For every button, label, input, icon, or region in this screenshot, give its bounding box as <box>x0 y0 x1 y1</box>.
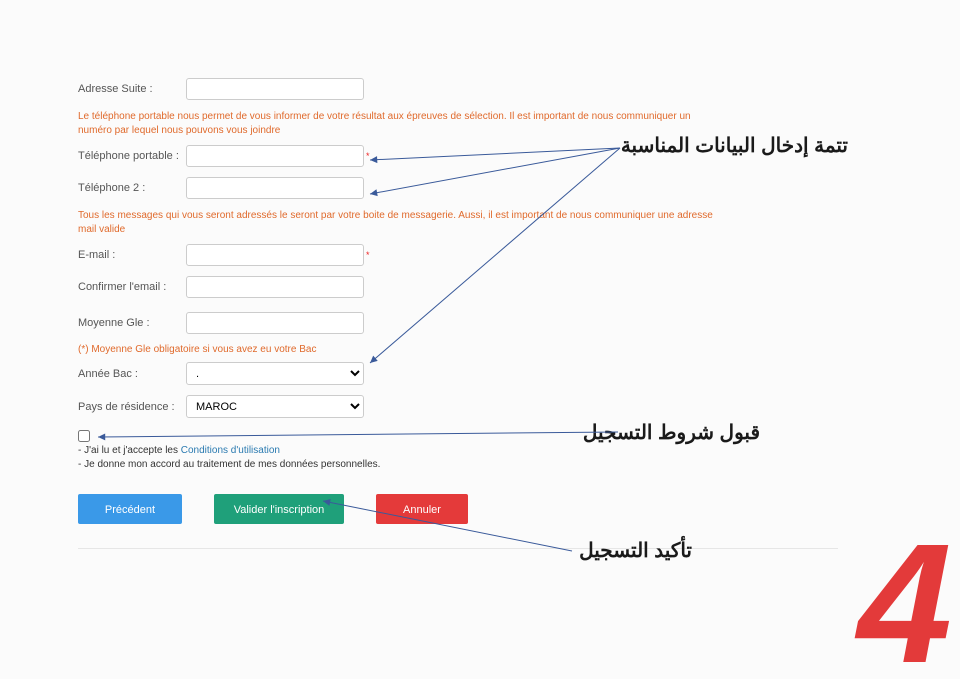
tel2-input[interactable] <box>186 177 364 199</box>
step-number: 4 <box>857 519 942 679</box>
row-pays: Pays de résidence : MAROC <box>78 395 878 418</box>
previous-button[interactable]: Précédent <box>78 494 182 524</box>
cancel-button[interactable]: Annuler <box>376 494 468 524</box>
moyenne-note: (*) Moyenne Gle obligatoire si vous avez… <box>78 344 878 355</box>
moyenne-label: Moyenne Gle : <box>78 317 186 329</box>
terms-line2-text: - Je donne mon accord au traitement de m… <box>78 459 380 470</box>
row-moyenne: Moyenne Gle : <box>78 312 878 334</box>
moyenne-input[interactable] <box>186 312 364 334</box>
terms-link[interactable]: Conditions d'utilisation <box>181 445 280 456</box>
email-note: Tous les messages qui vous seront adress… <box>78 209 718 236</box>
required-star-icon: * <box>366 250 370 260</box>
tel2-label: Téléphone 2 : <box>78 182 186 194</box>
required-star-icon: * <box>366 151 370 161</box>
validate-button[interactable]: Valider l'inscription <box>214 494 344 524</box>
pays-select[interactable]: MAROC <box>186 395 364 418</box>
button-row: Précédent Valider l'inscription Annuler <box>78 494 878 524</box>
row-adresse-suite: Adresse Suite : <box>78 78 878 100</box>
confirm-email-label: Confirmer l'email : <box>78 281 186 293</box>
row-tel2: Téléphone 2 : <box>78 177 878 199</box>
annee-bac-select[interactable]: . <box>186 362 364 385</box>
adresse-suite-input[interactable] <box>186 78 364 100</box>
annotation-confirm-registration: تأكيد التسجيل <box>579 538 692 563</box>
row-confirm-email: Confirmer l'email : <box>78 276 878 298</box>
email-input[interactable] <box>186 244 364 266</box>
row-email: E-mail : * <box>78 244 878 266</box>
annotation-accept-terms: قبول شروط التسجيل <box>583 420 760 445</box>
row-annee-bac: Année Bac : . <box>78 362 878 385</box>
terms-line1-text: - J'ai lu et j'accepte les <box>78 445 181 456</box>
tel-portable-input[interactable] <box>186 145 364 167</box>
pays-label: Pays de résidence : <box>78 401 186 413</box>
annotation-fill-data: تتمة إدخال البيانات المناسبة <box>621 133 848 158</box>
adresse-suite-label: Adresse Suite : <box>78 83 186 95</box>
confirm-email-input[interactable] <box>186 276 364 298</box>
email-label: E-mail : <box>78 249 186 261</box>
tel-portable-label: Téléphone portable : <box>78 150 186 162</box>
divider <box>78 548 838 549</box>
annee-bac-label: Année Bac : <box>78 368 186 380</box>
terms-checkbox[interactable] <box>78 430 90 442</box>
